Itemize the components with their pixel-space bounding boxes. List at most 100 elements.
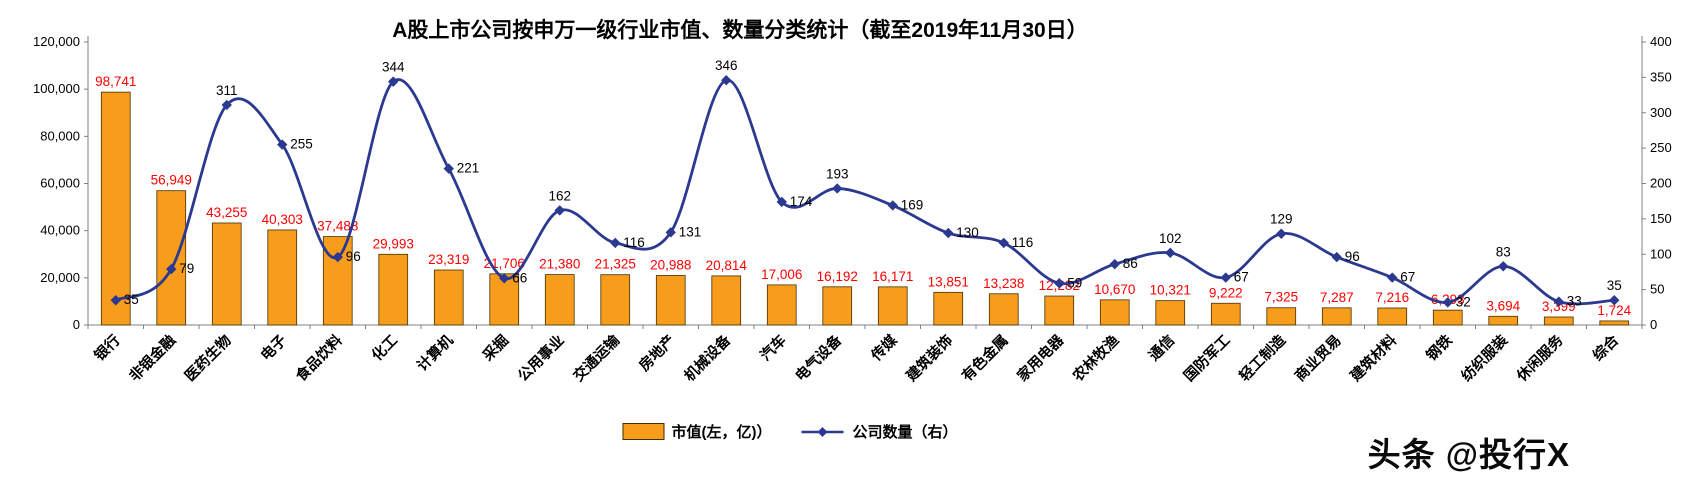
bar [1377, 307, 1408, 326]
x-axis-label: 建筑装饰 [902, 331, 956, 385]
line-marker [1054, 278, 1065, 289]
right-axis-label: 250 [1650, 140, 1672, 155]
line-value-label: 79 [179, 261, 194, 276]
left-axis-label: 40,000 [40, 223, 80, 238]
line-value-label: 129 [1270, 212, 1293, 227]
bar-value-label: 16,192 [817, 269, 858, 284]
bar-value-label: 29,993 [373, 236, 414, 251]
line-marker [1498, 261, 1509, 272]
x-axis-label: 采掘 [478, 331, 512, 365]
bar-value-label: 9,222 [1209, 285, 1243, 300]
bar-value-label: 20,988 [650, 258, 691, 273]
line-value-label: 169 [901, 197, 924, 212]
bar [822, 286, 853, 326]
bar [877, 286, 908, 326]
line-marker [610, 237, 621, 249]
line-marker [998, 237, 1009, 249]
line-marker [277, 139, 288, 150]
bar [322, 236, 353, 326]
bar [600, 274, 631, 326]
line-value-label: 221 [457, 161, 480, 176]
bar-value-label: 13,238 [983, 276, 1024, 291]
line-value-label: 59 [1067, 275, 1082, 290]
line-value-label: 83 [1496, 244, 1511, 259]
line-value-label: 67 [1400, 270, 1415, 285]
line-value-label: 33 [1567, 294, 1582, 309]
line-marker [554, 205, 565, 216]
left-axis-label: 120,000 [33, 34, 80, 49]
left-axis-label: 80,000 [40, 128, 80, 143]
bar [1432, 309, 1463, 326]
x-axis-label: 医药生物 [181, 331, 235, 385]
bar-value-label: 13,851 [928, 274, 969, 289]
x-axis-label: 钢铁 [1422, 331, 1456, 365]
line-marker [721, 74, 732, 86]
bar-value-label: 10,321 [1150, 283, 1191, 298]
line-marker [1553, 296, 1564, 307]
x-axis-label: 化工 [368, 331, 402, 365]
bar [156, 190, 187, 326]
x-axis-label: 机械设备 [680, 331, 734, 385]
right-axis-label: 0 [1650, 317, 1657, 332]
bar-value-label: 7,287 [1320, 290, 1354, 305]
line-marker [1109, 258, 1120, 270]
x-axis-label: 农林牧渔 [1068, 331, 1123, 386]
right-axis-label: 350 [1650, 69, 1672, 84]
line-marker [1442, 297, 1453, 308]
bar-value-label: 21,380 [539, 257, 580, 272]
line-marker [221, 99, 232, 111]
line-marker [1220, 272, 1231, 283]
bar [1321, 307, 1352, 326]
bar [378, 253, 409, 326]
line-value-label: 346 [715, 58, 738, 73]
bar [1543, 316, 1574, 326]
bar [1155, 300, 1186, 326]
line-marker [1331, 251, 1342, 263]
x-axis-label: 食品饮料 [292, 331, 346, 385]
bar-value-label: 21,325 [595, 257, 636, 272]
line-marker [1165, 247, 1176, 259]
bar-value-label: 23,319 [428, 252, 469, 267]
bar-value-label: 7,216 [1375, 290, 1409, 305]
line-value-label: 35 [124, 292, 139, 307]
x-axis-label: 电子 [257, 331, 291, 365]
line-value-label: 344 [382, 60, 405, 75]
x-axis-label: 商业贸易 [1291, 331, 1345, 385]
bar [100, 91, 131, 326]
right-axis-label: 300 [1650, 105, 1672, 120]
bar-value-label: 1,724 [1597, 303, 1631, 318]
line-marker [665, 227, 676, 238]
bar [267, 229, 298, 326]
x-axis-label: 休闲服务 [1512, 331, 1567, 386]
right-axis-label: 200 [1650, 176, 1672, 191]
left-axis-label: 60,000 [40, 176, 80, 191]
bar-value-label: 56,949 [151, 173, 192, 188]
line-marker [832, 183, 843, 194]
right-axis-label: 100 [1650, 246, 1672, 261]
line-value-label: 102 [1159, 231, 1182, 246]
right-axis-label: 400 [1650, 34, 1672, 49]
left-axis-label: 0 [73, 317, 80, 332]
line-value-label: 96 [1345, 249, 1360, 264]
watermark: 头条 @投行X [1367, 436, 1570, 473]
x-axis-label: 综合 [1589, 331, 1623, 365]
line-marker [1276, 228, 1287, 239]
line-marker [388, 76, 399, 87]
line-marker [332, 251, 343, 263]
line-marker [499, 273, 510, 284]
chart-title: A股上市公司按申万一级行业市值、数量分类统计（截至2019年11月30日） [392, 19, 1088, 42]
bar [766, 284, 797, 326]
x-axis-label: 汽车 [756, 331, 789, 364]
bar [211, 222, 242, 326]
bar [711, 275, 742, 326]
x-axis-label: 银行 [90, 331, 124, 365]
line-value-label: 174 [790, 194, 813, 209]
bar [433, 269, 464, 326]
bar-value-label: 10,670 [1094, 282, 1135, 297]
x-axis-label: 有色金属 [958, 331, 1012, 385]
legend-bar-label: 市值(左，亿)） [671, 424, 772, 441]
line-marker [943, 227, 954, 239]
x-axis-label: 公用事业 [514, 331, 568, 385]
line-value-label: 255 [290, 137, 313, 152]
